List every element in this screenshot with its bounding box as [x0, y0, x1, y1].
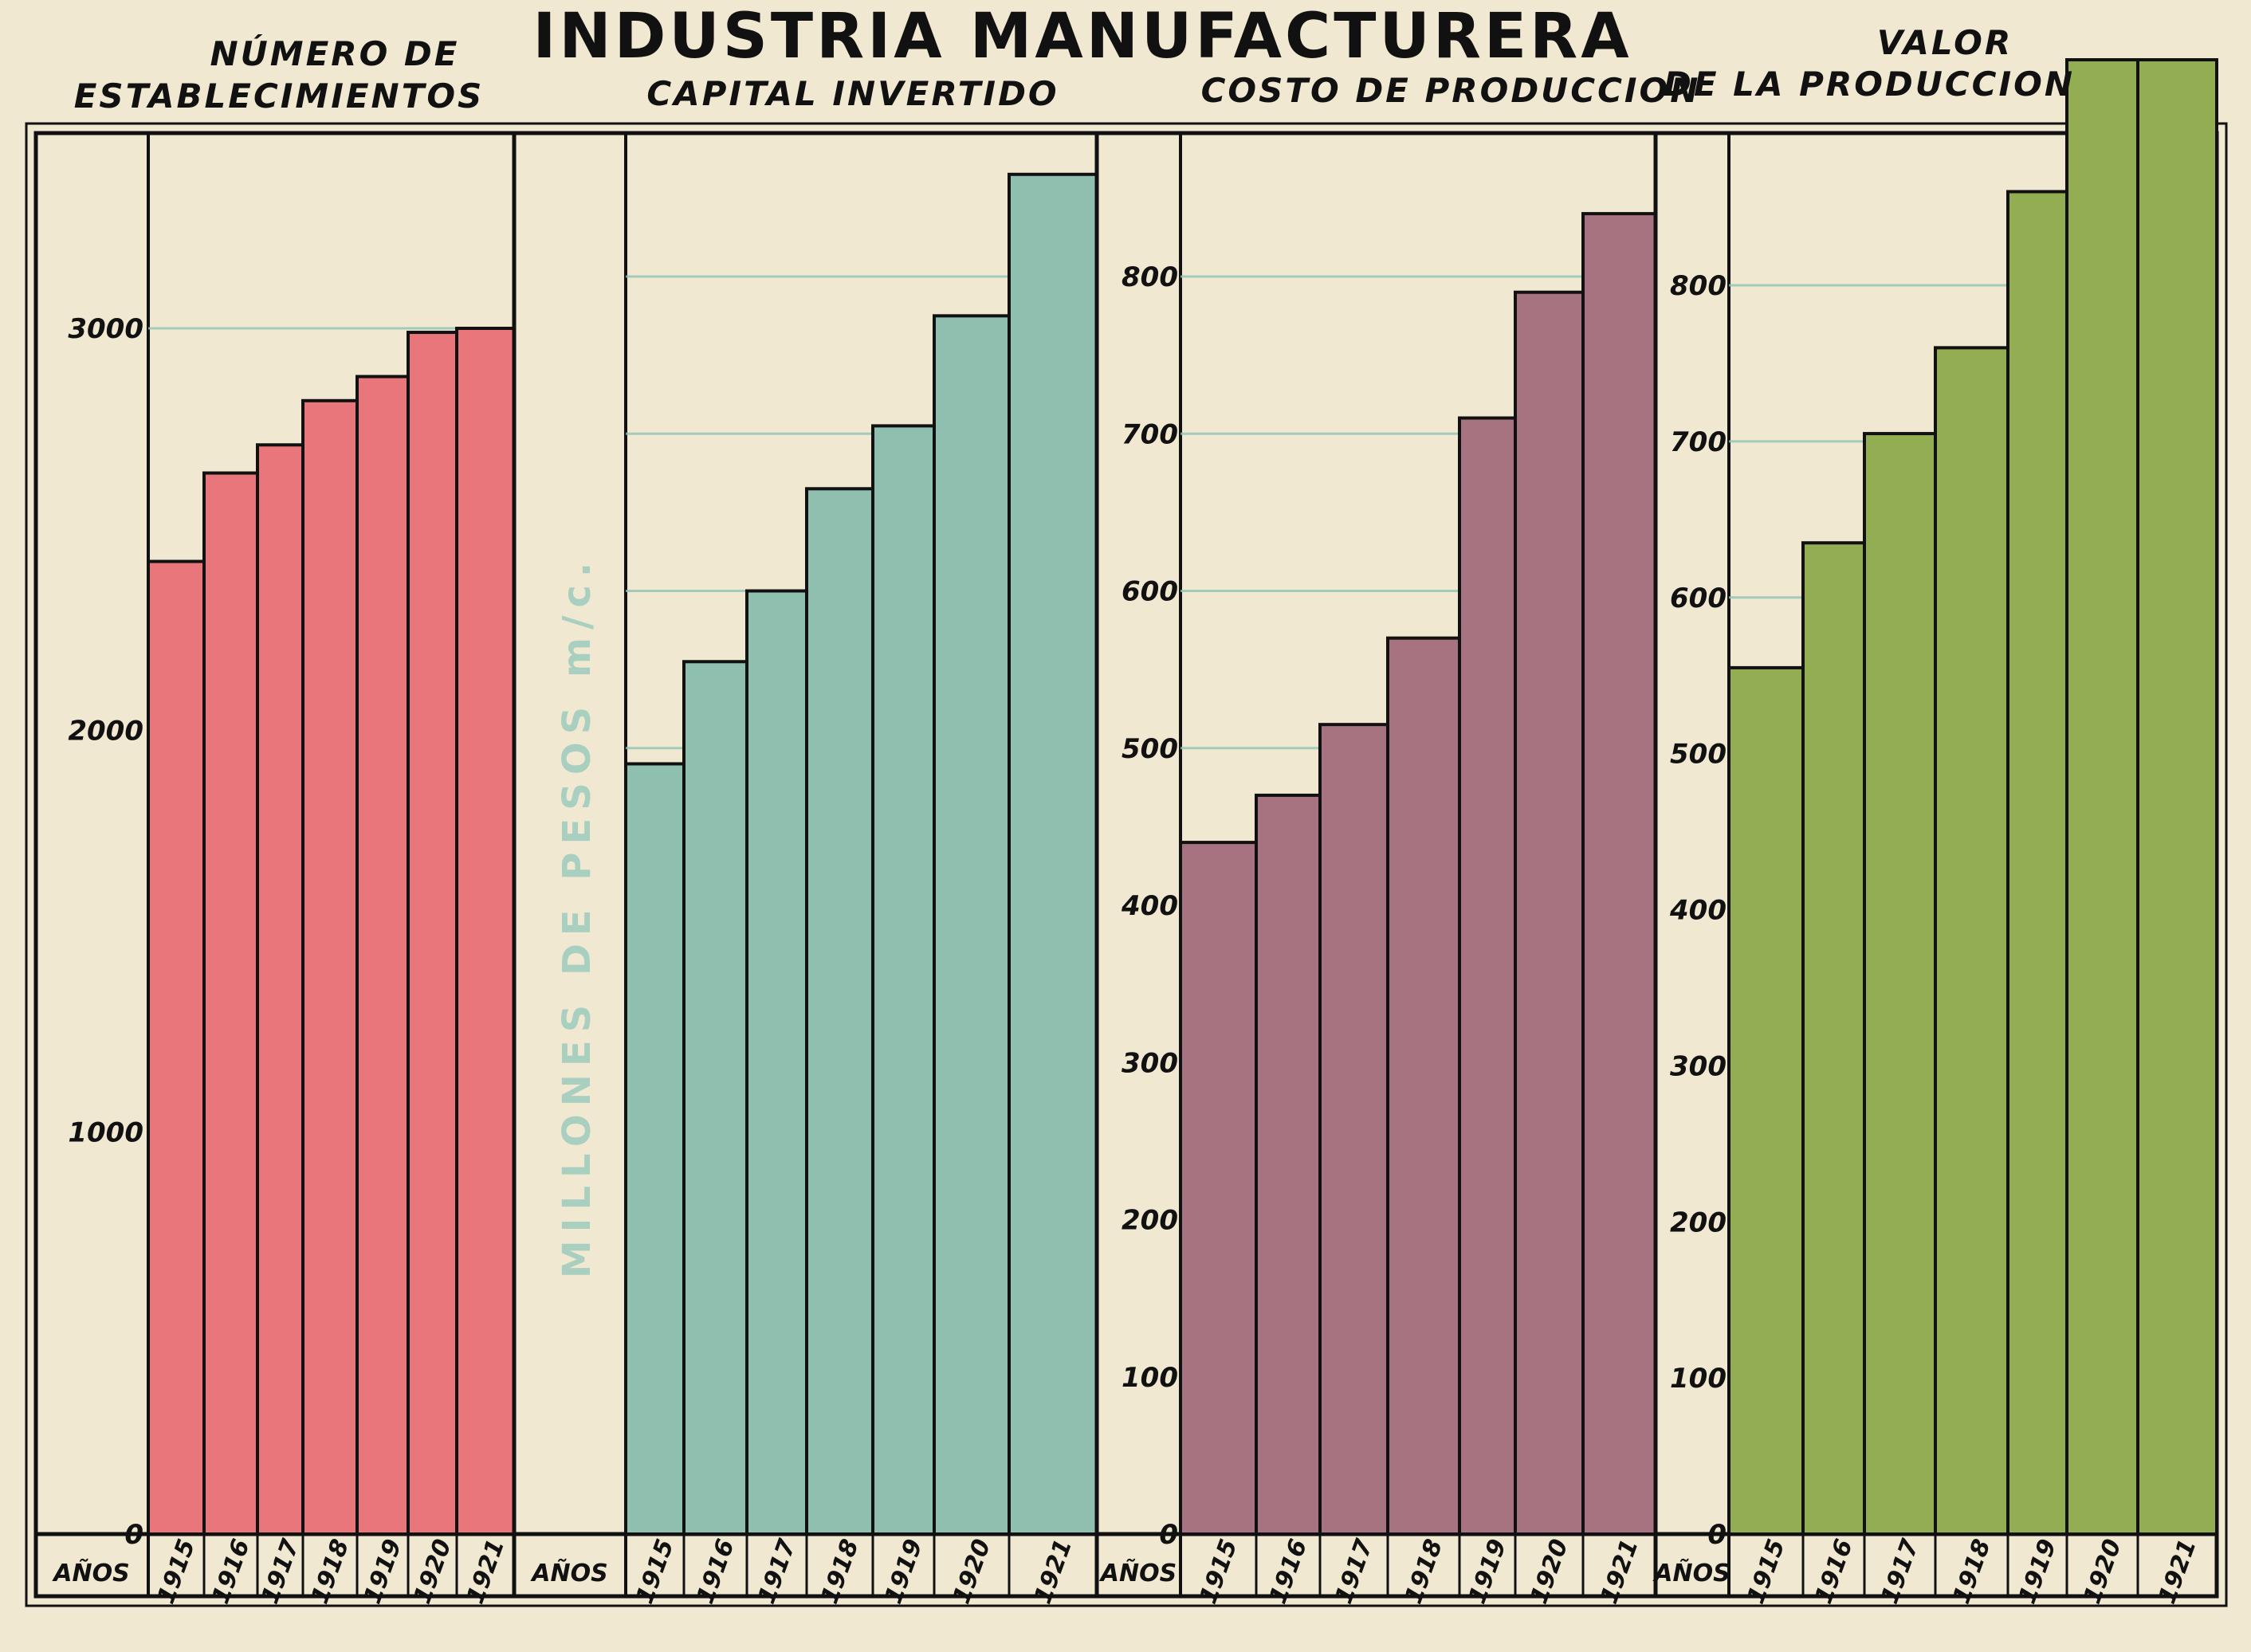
panel-title: CAPITAL INVERTIDO — [646, 74, 1059, 113]
y-tick-label: 500 — [1122, 733, 1178, 765]
bar-1915 — [147, 559, 206, 1536]
bar-1918 — [805, 487, 874, 1536]
panel-title: COSTO DE PRODUCCION — [1201, 71, 1701, 110]
bar-1920 — [1514, 290, 1585, 1536]
bar-1919 — [356, 375, 410, 1536]
bar-1915 — [1179, 841, 1258, 1536]
years-axis-label: AÑOS — [52, 1558, 129, 1587]
y-tick-label: 600 — [1122, 576, 1178, 608]
bar-1916 — [682, 660, 748, 1536]
bar-1917 — [1318, 723, 1389, 1536]
y-tick-label: 0 — [1159, 1519, 1178, 1551]
y-tick-label: 200 — [1670, 1207, 1727, 1238]
bar-1919 — [2006, 190, 2068, 1536]
y-tick-label: 2000 — [68, 715, 143, 747]
y-tick-label: 500 — [1670, 739, 1727, 771]
bar-1915 — [624, 762, 686, 1536]
y-tick-label: 300 — [1670, 1050, 1727, 1082]
unit-label: MILLONES DE PESOS m/c. — [555, 555, 599, 1278]
y-tick-label: 400 — [1669, 895, 1727, 927]
main-title: INDUSTRIA MANUFACTURERA — [532, 1, 1632, 73]
panel-title: NÚMERO DE — [210, 33, 460, 73]
bar-1921 — [1581, 212, 1657, 1536]
panel-title: ESTABLECIMIENTOS — [74, 77, 485, 116]
y-tick-label: 800 — [1122, 261, 1178, 293]
y-tick-label: 0 — [1707, 1519, 1727, 1551]
bar-1915 — [1727, 665, 1805, 1536]
bar-1917 — [256, 443, 304, 1536]
bar-1918 — [1934, 346, 2009, 1536]
y-tick-label: 3000 — [68, 313, 143, 345]
bar-1919 — [871, 424, 936, 1536]
bar-1920 — [407, 331, 458, 1536]
bar-1921 — [1008, 172, 1098, 1536]
bar-1920 — [2065, 58, 2139, 1536]
panel-title: VALOR — [1877, 23, 2013, 62]
y-tick-label: 600 — [1670, 583, 1727, 614]
bar-1921 — [2136, 58, 2218, 1536]
y-tick-label: 200 — [1122, 1205, 1178, 1237]
years-axis-label: AÑOS — [1099, 1558, 1177, 1587]
bar-1918 — [1386, 636, 1461, 1536]
bar-1916 — [1255, 793, 1322, 1536]
bar-1920 — [933, 314, 1011, 1536]
y-tick-label: 100 — [1670, 1363, 1727, 1395]
bar-1919 — [1458, 416, 1517, 1536]
bar-1918 — [301, 398, 359, 1536]
bar-1917 — [1863, 432, 1937, 1536]
bar-1917 — [745, 589, 808, 1536]
outer-frame-double — [25, 122, 2228, 1607]
bar-1921 — [455, 327, 516, 1536]
panel-title: DE LA PRODUCCION — [1664, 65, 2075, 104]
years-axis-label: AÑOS — [1652, 1558, 1730, 1587]
y-tick-label: 0 — [124, 1519, 143, 1551]
bar-1916 — [1801, 541, 1866, 1536]
y-tick-label: 300 — [1122, 1047, 1178, 1079]
y-tick-label: 1000 — [68, 1117, 143, 1149]
bar-1916 — [202, 471, 259, 1536]
y-tick-label: 700 — [1122, 418, 1178, 450]
y-tick-label: 700 — [1670, 426, 1727, 458]
years-axis-label: AÑOS — [530, 1558, 607, 1587]
y-tick-label: 100 — [1122, 1362, 1178, 1394]
y-tick-label: 400 — [1121, 890, 1178, 922]
y-tick-label: 800 — [1670, 270, 1727, 302]
